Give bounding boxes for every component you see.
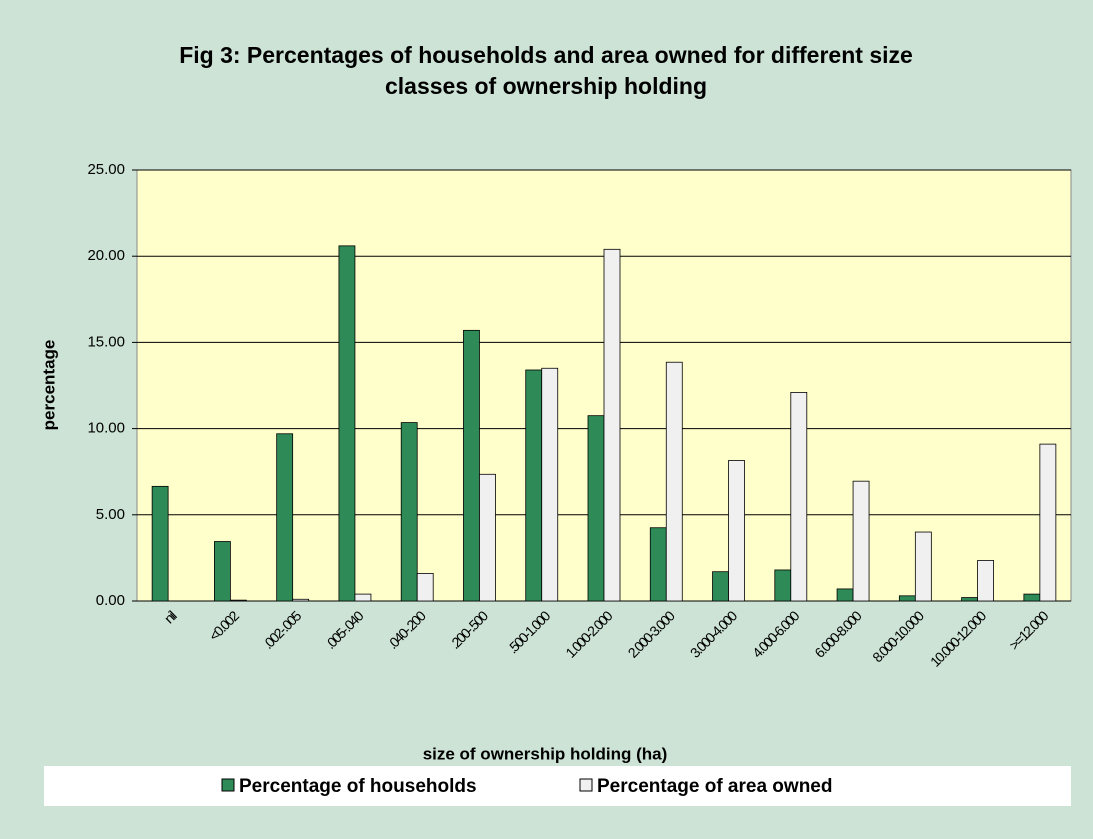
legend-box [44, 766, 1071, 806]
bar [479, 473, 496, 602]
bar [354, 593, 372, 602]
bar [961, 597, 978, 602]
bar [213, 541, 231, 602]
x-tick-label: <0.002 [206, 607, 243, 644]
chart-title: Fig 3: Percentages of households and are… [179, 42, 913, 99]
bar [914, 531, 932, 602]
bar [1023, 593, 1041, 602]
bar [728, 460, 745, 602]
y-tick-label: 10.00 [87, 420, 125, 437]
bar [712, 571, 729, 602]
bar [603, 248, 621, 602]
bar [977, 560, 994, 602]
x-tick-label: .005-.040 [322, 607, 367, 652]
bar [665, 361, 683, 602]
bar [836, 588, 854, 602]
bar [898, 595, 916, 602]
legend-label: Percentage of households [239, 776, 477, 797]
x-tick-label: nil [161, 607, 180, 626]
legend-label: Percentage of area owned [597, 776, 832, 797]
y-tick-label: 0.00 [96, 592, 125, 609]
y-axis-label: percentage [39, 340, 58, 431]
bar [852, 480, 870, 602]
x-tick-label: .002-.005 [260, 607, 305, 652]
bar [525, 369, 543, 602]
bar [416, 573, 434, 602]
bar [292, 598, 310, 602]
x-tick-label: 4.000-6.000 [749, 607, 803, 661]
bar [463, 329, 480, 602]
bar [649, 527, 667, 602]
x-axis-label: size of ownership holding (ha) [423, 744, 668, 763]
x-tick-label: .500-1.000 [504, 607, 553, 656]
y-tick-label: 25.00 [87, 161, 125, 178]
y-tick-label: 5.00 [96, 506, 125, 523]
x-tick-label: 8.000-10.000 [869, 607, 927, 665]
x-tick-label: 3.000-4.000 [687, 607, 741, 661]
bar [400, 422, 418, 602]
bar [338, 245, 356, 602]
bar [1039, 443, 1057, 602]
x-tick-label: 2.000-3.000 [625, 607, 679, 661]
bar [541, 367, 559, 602]
legend-swatch [579, 778, 593, 792]
x-tick-label: .200-.500 [447, 607, 492, 652]
x-tick-label: 6.000-8.000 [811, 607, 865, 661]
bar [151, 485, 169, 602]
bar [276, 433, 294, 602]
bar [774, 569, 792, 602]
legend-swatch [221, 778, 235, 792]
y-tick-label: 20.00 [87, 247, 125, 264]
x-tick-label: .040-.200 [384, 607, 429, 652]
x-tick-label: 1.000-2.000 [562, 607, 616, 661]
bar [587, 415, 605, 602]
x-tick-label: 10.000-12.000 [927, 607, 990, 670]
x-tick-label: >=12.000 [1006, 607, 1052, 653]
bar [229, 599, 247, 602]
y-tick-label: 15.00 [87, 333, 125, 350]
bar [790, 391, 808, 602]
